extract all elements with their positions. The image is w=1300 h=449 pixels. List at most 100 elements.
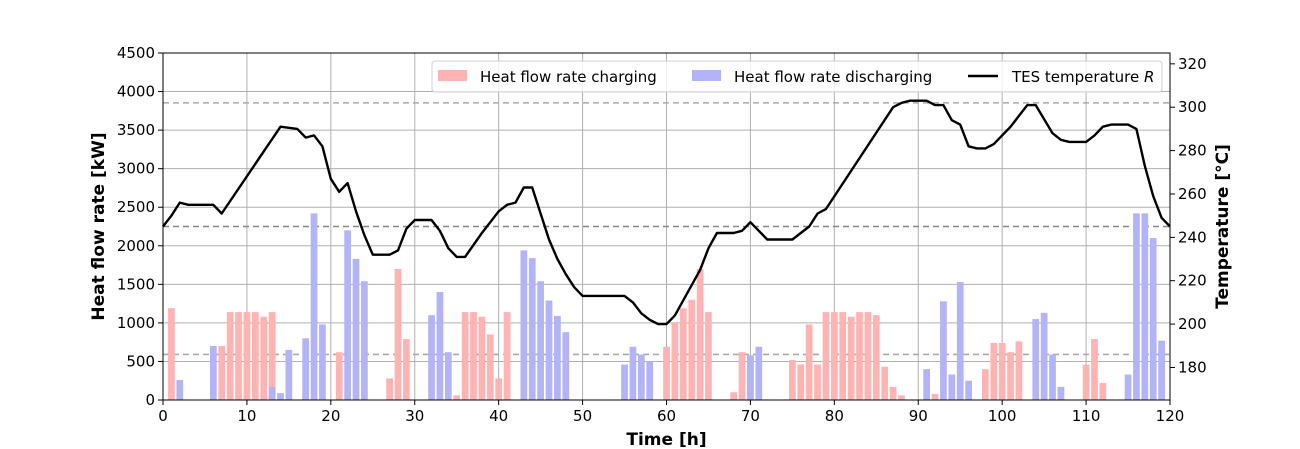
bar-charging — [889, 386, 897, 400]
bar-charging — [797, 364, 805, 400]
bar-charging — [864, 312, 872, 400]
bar-discharging — [319, 324, 326, 400]
bar-charging — [789, 359, 796, 400]
y2-tick-label: 180 — [1178, 358, 1207, 376]
bar-charging — [470, 312, 477, 400]
bar-charging — [738, 352, 746, 400]
x-tick-label: 70 — [741, 407, 760, 425]
bar-discharging — [965, 380, 972, 400]
bar-charging — [688, 299, 696, 400]
bar-charging — [478, 316, 486, 400]
bar-discharging — [629, 346, 637, 400]
temperature-line-layer — [162, 99, 1171, 326]
bar-discharging — [1049, 354, 1056, 400]
x-tick-label: 60 — [657, 407, 676, 425]
y-tick-label: 3000 — [117, 160, 155, 178]
bar-charging — [403, 339, 410, 400]
bar-discharging — [209, 346, 217, 400]
bar-charging — [663, 346, 670, 400]
bar-charging — [226, 312, 234, 400]
bar-charging — [394, 268, 402, 400]
y2-tick-label: 300 — [1178, 98, 1207, 116]
bar-discharging — [285, 349, 293, 400]
bar-charging — [1007, 352, 1014, 400]
legend-swatch-discharging — [692, 70, 721, 81]
x-tick-label: 80 — [825, 407, 844, 425]
bar-charging — [881, 366, 889, 400]
bar-charging — [495, 378, 503, 400]
x-tick-label: 10 — [237, 407, 256, 425]
y-tick-label: 2000 — [117, 237, 155, 255]
bar-discharging — [554, 315, 561, 400]
bar-discharging — [352, 258, 360, 400]
bar-discharging — [923, 369, 930, 400]
legend: Heat flow rate charging Heat flow rate d… — [431, 60, 1163, 93]
x-tick-label: 100 — [988, 407, 1017, 425]
y-tick-label: 0 — [145, 391, 155, 409]
bar-charging — [730, 392, 737, 400]
x-axis-ticks: 0 10 20 30 40 50 60 70 80 90 100 110 120 — [158, 400, 1184, 425]
bar-charging — [1082, 364, 1090, 400]
bar-charging — [268, 312, 276, 400]
bar-discharging — [1057, 386, 1065, 400]
y2-tick-label: 280 — [1178, 142, 1207, 160]
bar-discharging — [562, 332, 570, 400]
bar-discharging — [646, 361, 654, 400]
y-axis-ticks: 0 500 1000 1500 2000 2500 3000 3500 4000 4500 — [117, 44, 163, 409]
bar-charging — [503, 312, 511, 400]
bar-charging — [856, 312, 863, 400]
y2-axis-label: Temperature [°C] — [1213, 144, 1233, 309]
bars — [168, 213, 1165, 400]
y-tick-label: 1000 — [117, 314, 155, 332]
bar-discharging — [1141, 213, 1149, 400]
bar-charging — [696, 268, 704, 400]
y-tick-label: 3500 — [117, 121, 155, 139]
temperature-line — [162, 99, 1171, 326]
bar-charging — [243, 312, 251, 400]
bar-charging — [260, 316, 268, 400]
bar-discharging — [520, 250, 528, 400]
x-tick-label: 40 — [489, 407, 508, 425]
bar-charging — [705, 312, 712, 400]
bar-charging — [679, 308, 687, 400]
bar-discharging — [436, 292, 444, 400]
bar-charging — [386, 378, 393, 400]
bar-discharging — [545, 300, 553, 400]
y2-axis-ticks: 180 200 220 240 260 280 300 320 — [1170, 55, 1207, 376]
x-tick-label: 50 — [573, 407, 592, 425]
bar-discharging — [268, 386, 276, 400]
legend-label-discharging: Heat flow rate discharging — [734, 68, 932, 86]
bar-discharging — [621, 364, 628, 400]
bar-discharging — [940, 301, 947, 400]
bar-charging — [1091, 339, 1098, 400]
bar-discharging — [361, 281, 368, 400]
y2-tick-label: 320 — [1178, 55, 1207, 73]
bar-charging — [335, 352, 343, 400]
bar-charging — [218, 346, 226, 400]
x-tick-label: 120 — [1156, 407, 1185, 425]
bar-discharging — [1032, 319, 1040, 400]
y2-tick-label: 240 — [1178, 228, 1207, 246]
y2-tick-label: 220 — [1178, 272, 1207, 290]
bar-discharging — [1158, 340, 1165, 400]
x-tick-label: 30 — [405, 407, 424, 425]
bar-charging — [805, 324, 813, 400]
bar-charging — [168, 308, 175, 400]
bar-charging — [461, 312, 469, 400]
bar-charging — [453, 395, 461, 400]
bar-discharging — [302, 338, 310, 400]
bar-charging — [872, 315, 880, 400]
bar-charging — [814, 364, 821, 400]
bar-discharging — [310, 213, 318, 400]
bar-discharging — [1040, 312, 1048, 400]
bar-discharging — [428, 315, 435, 400]
bar-discharging — [747, 355, 754, 400]
bar-charging — [251, 312, 259, 400]
bar-discharging — [176, 379, 184, 400]
bar-charging — [822, 312, 830, 400]
legend-label-temperature: TES temperature R — [1011, 68, 1154, 86]
bar-discharging — [956, 282, 964, 400]
bar-discharging — [528, 258, 536, 400]
bar-charging — [931, 393, 939, 400]
